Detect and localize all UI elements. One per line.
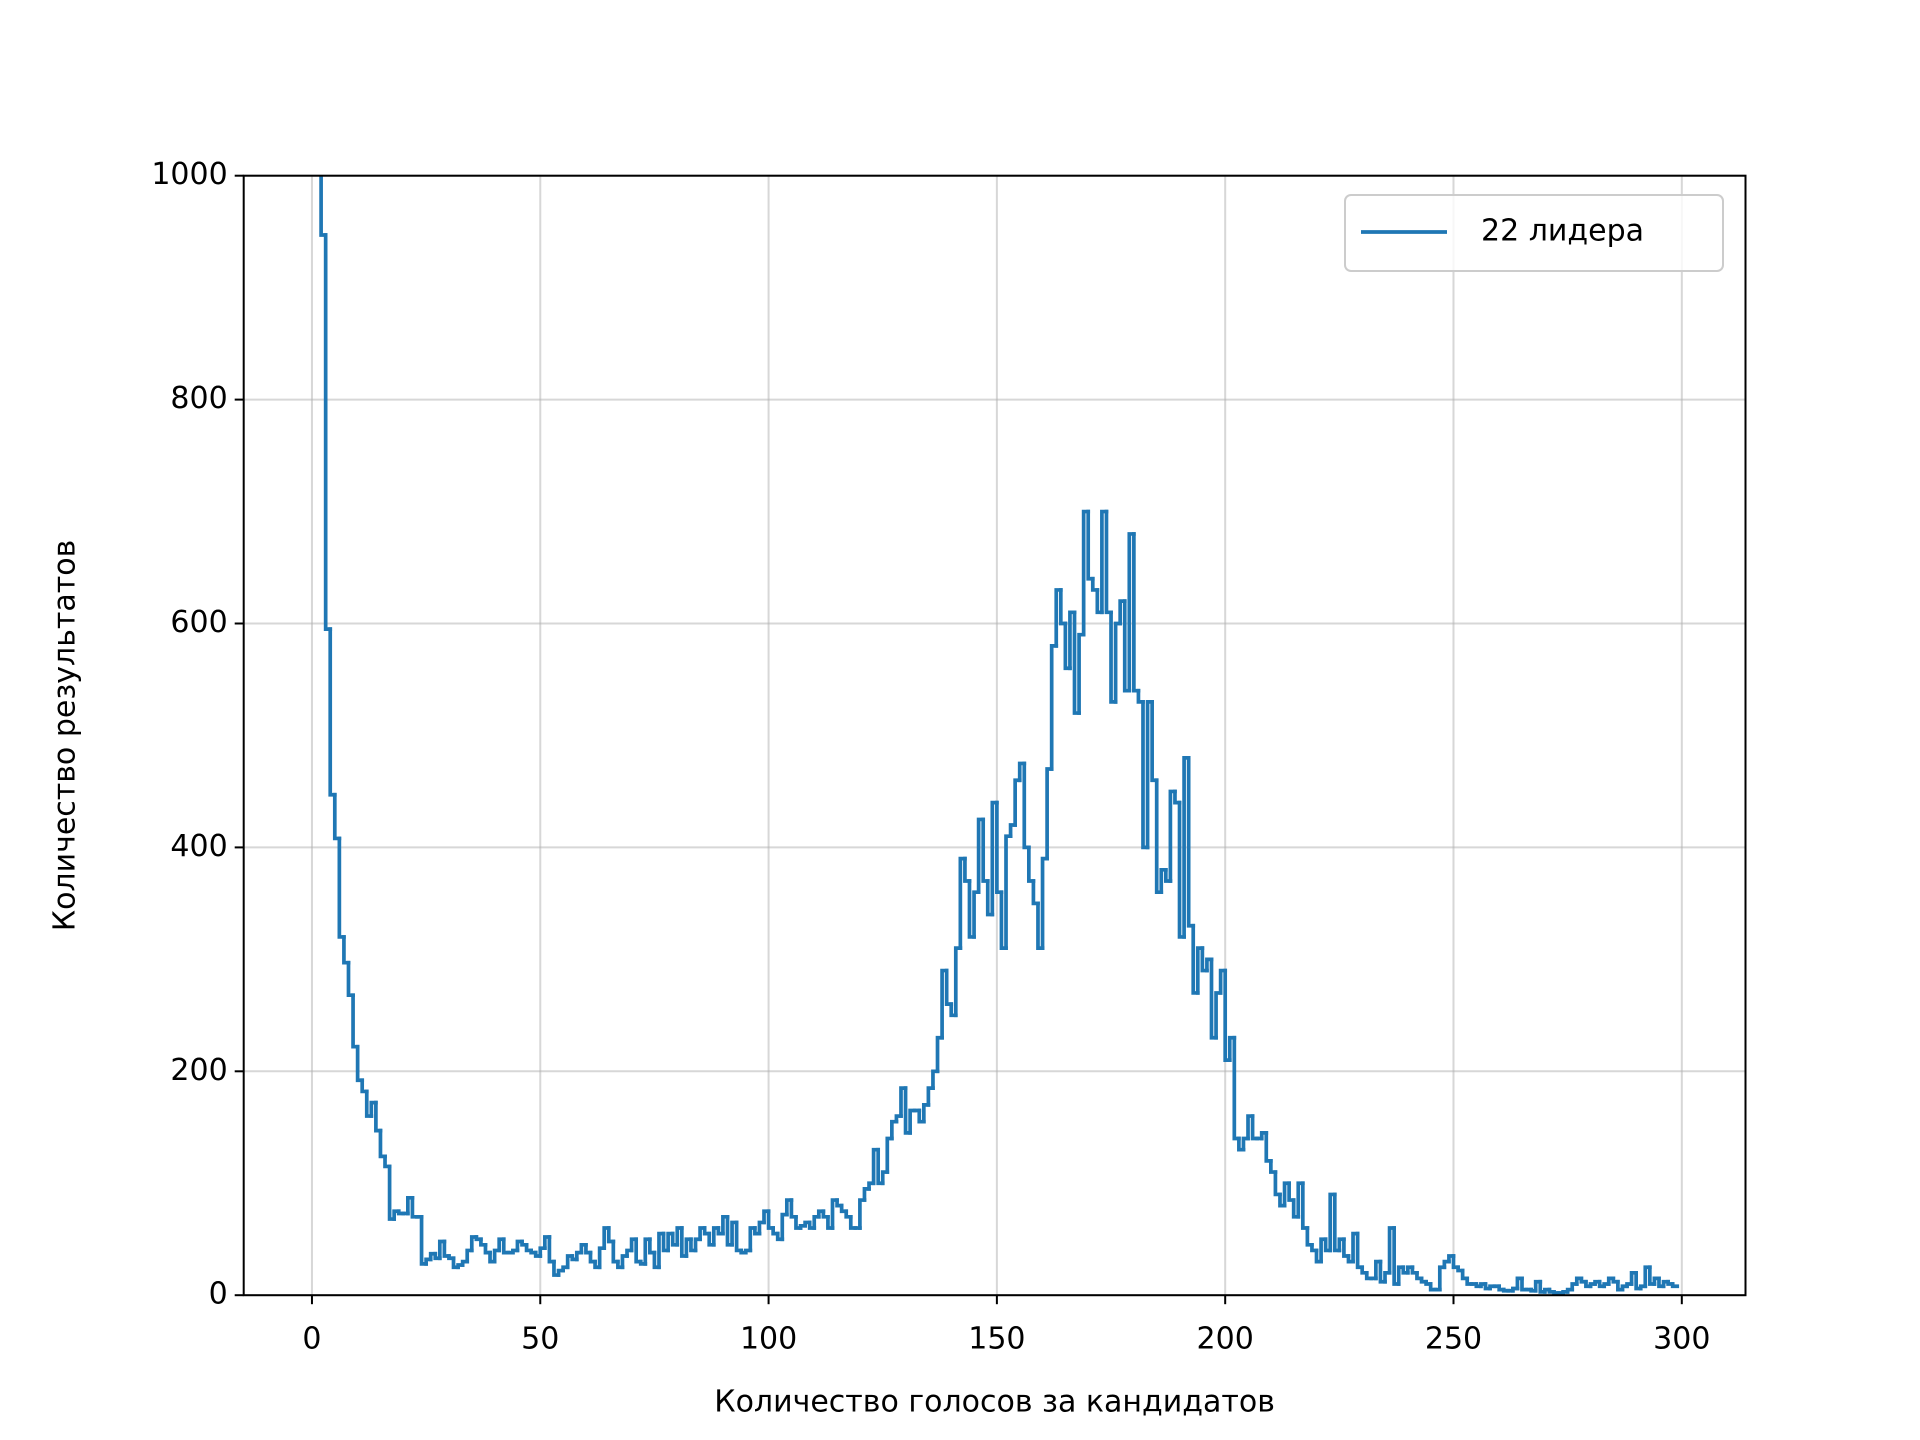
line-step xyxy=(885,1136,894,1174)
line-step xyxy=(648,1237,657,1255)
line-step xyxy=(351,993,360,1049)
line-step xyxy=(981,817,990,883)
line-step xyxy=(611,1239,620,1264)
line-step xyxy=(1022,761,1031,850)
line-step xyxy=(597,1246,607,1270)
line-step xyxy=(926,1086,935,1107)
line-step xyxy=(1113,621,1123,704)
line-step xyxy=(858,1198,867,1230)
line-step xyxy=(1186,755,1196,928)
line-step xyxy=(1305,1226,1314,1247)
x-tick-label: 250 xyxy=(1425,1322,1482,1357)
line-step xyxy=(606,1226,616,1244)
x-tick-label: 200 xyxy=(1197,1322,1254,1357)
line-step xyxy=(374,1100,383,1133)
line-step xyxy=(1437,1265,1447,1292)
line-step xyxy=(378,1128,387,1159)
line-step xyxy=(1077,632,1086,715)
line-step xyxy=(766,1209,775,1230)
y-tick-label: 200 xyxy=(170,1053,227,1088)
line-step xyxy=(890,1119,899,1141)
line-step xyxy=(1058,588,1068,626)
line-step xyxy=(1040,856,1049,951)
y-axis-label: Количество результатов xyxy=(48,540,83,931)
x-tick-label: 300 xyxy=(1653,1322,1710,1357)
line-step xyxy=(1104,509,1113,615)
x-tick-label: 150 xyxy=(968,1322,1025,1357)
line-step xyxy=(323,233,333,631)
line-step xyxy=(789,1198,798,1219)
line-step xyxy=(337,836,346,939)
y-tick-label: 1000 xyxy=(151,157,227,192)
line-step xyxy=(972,890,981,939)
line-step xyxy=(328,627,337,797)
line-step xyxy=(319,175,328,237)
line-step xyxy=(931,1069,940,1090)
y-tick-label: 800 xyxy=(170,381,227,416)
line-step xyxy=(908,1108,917,1135)
line-step xyxy=(342,935,351,965)
line-step xyxy=(1027,845,1036,883)
line-step xyxy=(963,856,972,883)
x-tick-label: 0 xyxy=(302,1322,321,1357)
line-step xyxy=(1250,1114,1259,1141)
line-step xyxy=(1287,1181,1296,1202)
ticks: 0 50 100 150 200 250 300 0 200 400 600 800 1000 xyxy=(151,157,1710,1357)
line-step xyxy=(780,1212,789,1242)
line-step xyxy=(1150,700,1159,783)
plot-area xyxy=(319,175,1680,1295)
line-step xyxy=(1013,778,1022,827)
axes-frame xyxy=(242,174,1747,1297)
y-tick-label: 0 xyxy=(209,1277,228,1312)
line-step xyxy=(442,1239,451,1258)
line-step xyxy=(1031,879,1040,906)
line-step xyxy=(332,792,342,841)
x-axis-label: Количество голосов за кандидатов xyxy=(714,1385,1275,1420)
line-step xyxy=(1232,1035,1241,1141)
line-step xyxy=(1273,1170,1282,1197)
x-tick-label: 100 xyxy=(740,1322,797,1357)
line-step xyxy=(1670,1282,1680,1289)
line-step xyxy=(935,1035,944,1074)
x-tick-label: 50 xyxy=(521,1322,559,1357)
line-step xyxy=(953,946,963,1018)
line-step xyxy=(346,960,355,998)
grid xyxy=(243,174,1746,1297)
legend-box xyxy=(1344,194,1724,272)
line-step xyxy=(1132,532,1141,693)
line-step xyxy=(1300,1181,1310,1230)
line-step xyxy=(1355,1231,1365,1270)
line-step xyxy=(634,1237,643,1264)
line-step xyxy=(410,1195,419,1219)
line-step xyxy=(501,1237,511,1255)
line-step xyxy=(1049,644,1059,771)
line-step xyxy=(419,1214,428,1266)
y-tick-label: 400 xyxy=(170,829,227,864)
line-step xyxy=(921,1103,931,1124)
legend-label: 22 лидера xyxy=(1481,214,1644,249)
line-step xyxy=(1214,991,1223,1040)
line-step xyxy=(1004,834,1013,951)
y-tick-label: 600 xyxy=(170,605,227,640)
line-step xyxy=(944,968,954,1006)
line-step xyxy=(1264,1131,1273,1163)
line-step xyxy=(1168,789,1177,883)
line-step xyxy=(1045,767,1054,861)
legend: 22 лидера xyxy=(1344,194,1724,272)
line-step xyxy=(1086,509,1095,581)
line-step xyxy=(734,1220,744,1253)
line-step xyxy=(1342,1237,1351,1258)
line-step xyxy=(547,1235,556,1264)
line-step xyxy=(355,1044,365,1083)
